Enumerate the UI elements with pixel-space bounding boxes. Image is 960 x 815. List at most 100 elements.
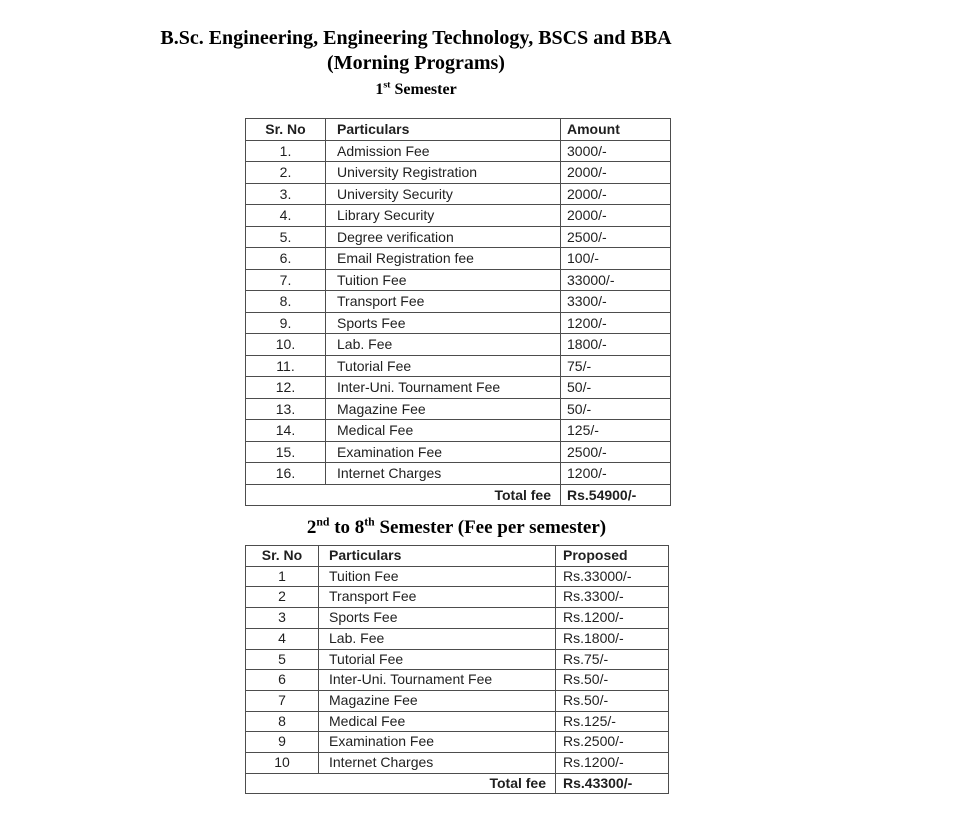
table-row: 11. Tutorial Fee 75/- [245,354,671,377]
semester-1-number: 1 [375,81,384,98]
program-subtitle: (Morning Programs) [327,52,505,74]
cell-amount: 2500/- [560,225,671,248]
cell-particulars: Tutorial Fee [325,354,561,377]
cell-amount: 2000/- [560,161,671,184]
column-header-particulars: Particulars [325,118,561,141]
later-semesters-table-body: 1 Tuition Fee Rs.33000/- 2 Transport Fee Rs.3… [245,565,669,774]
cell-sr-no: 5. [245,225,326,248]
table-row: 1. Admission Fee 3000/- [245,139,671,162]
cell-particulars: Lab. Fee [318,627,556,650]
cell-sr-no: 7 [245,689,319,712]
cell-particulars: Transport Fee [318,586,556,609]
cell-sr-no: 9 [245,731,319,754]
cell-amount: 2000/- [560,182,671,205]
cell-sr-no: 10. [245,333,326,356]
cell-amount: 33000/- [560,268,671,291]
heading2-part2: to 8 [329,517,365,538]
cell-sr-no: 4 [245,627,319,650]
cell-sr-no: 8 [245,710,319,733]
table-row: 4 Lab. Fee Rs.1800/- [245,627,669,650]
cell-particulars: Transport Fee [325,290,561,313]
cell-particulars: Magazine Fee [318,689,556,712]
cell-sr-no: 13. [245,397,326,420]
cell-particulars: Sports Fee [325,311,561,334]
table-row: 13. Magazine Fee 50/- [245,397,671,420]
cell-particulars: Internet Charges [325,462,561,485]
cell-amount: Rs.1800/- [555,627,669,650]
table-row: 3 Sports Fee Rs.1200/- [245,607,669,629]
cell-particulars: Medical Fee [318,710,556,733]
table-row: 9 Examination Fee Rs.2500/- [245,731,669,754]
cell-particulars: Admission Fee [325,139,561,162]
table-row: 14. Medical Fee 125/- [245,419,671,442]
cell-sr-no: 16. [245,462,326,485]
column-header-proposed: Proposed [555,545,669,567]
cell-particulars: Tuition Fee [318,565,556,588]
cell-sr-no: 5 [245,648,319,671]
cell-sr-no: 15. [245,440,326,463]
cell-particulars: Examination Fee [318,731,556,754]
cell-amount: 3300/- [560,290,671,313]
first-semester-table-body: 1. Admission Fee 3000/- 2. University Regist… [245,139,671,485]
table-row: 2. University Registration 2000/- [245,161,671,184]
cell-amount: 2000/- [560,204,671,227]
total-fee-label: Total fee [245,483,561,506]
cell-sr-no: 1 [245,565,319,588]
heading2-part1: 2 [306,517,317,538]
cell-amount: 1800/- [560,333,671,356]
semester-1-label: Semester [390,81,457,98]
heading2-ordinal-th: th [364,515,375,529]
semester-2-to-8-heading: 2nd to 8th Semester (Fee per semester) [245,516,668,539]
cell-particulars: Inter-Uni. Tournament Fee [325,376,561,399]
cell-particulars: Internet Charges [318,752,556,774]
table-row: 15. Examination Fee 2500/- [245,440,671,463]
cell-particulars: Examination Fee [325,440,561,463]
cell-sr-no: 11. [245,354,326,377]
cell-sr-no: 4. [245,204,326,227]
cell-amount: Rs.1200/- [555,607,669,629]
cell-particulars: Lab. Fee [325,333,561,356]
first-semester-fee-table: Sr. No Particulars Amount 1. Admission Fe… [245,118,671,506]
table-row: 6 Inter-Uni. Tournament Fee Rs.50/- [245,669,669,691]
cell-sr-no: 8. [245,290,326,313]
column-header-amount: Amount [560,118,671,141]
table-row: 9. Sports Fee 1200/- [245,311,671,334]
cell-amount: 50/- [560,376,671,399]
cell-particulars: University Security [325,182,561,205]
table-header-row: Sr. No Particulars Proposed [245,545,669,567]
cell-amount: Rs.2500/- [555,731,669,754]
cell-particulars: Medical Fee [325,419,561,442]
table-row: 4. Library Security 2000/- [245,204,671,227]
cell-sr-no: 6 [245,669,319,691]
table-row: 2 Transport Fee Rs.3300/- [245,586,669,609]
cell-particulars: Library Security [325,204,561,227]
cell-amount: Rs.33000/- [555,565,669,588]
heading2-ordinal-nd: nd [316,515,330,529]
cell-sr-no: 3. [245,182,326,205]
cell-sr-no: 14. [245,419,326,442]
cell-sr-no: 1. [245,139,326,162]
table-row: 7 Magazine Fee Rs.50/- [245,689,669,712]
cell-amount: 3000/- [560,139,671,162]
total-row: Total fee Rs.54900/- [245,483,671,506]
cell-amount: 1200/- [560,462,671,485]
cell-particulars: University Registration [325,161,561,184]
cell-sr-no: 3 [245,607,319,629]
program-title: B.Sc. Engineering, Engineering Technolog… [160,27,672,49]
cell-sr-no: 2 [245,586,319,609]
cell-amount: Rs.50/- [555,689,669,712]
cell-particulars: Degree verification [325,225,561,248]
cell-particulars: Tuition Fee [325,268,561,291]
column-header-particulars: Particulars [318,545,556,567]
table-row: 6. Email Registration fee 100/- [245,247,671,270]
table-row: 16. Internet Charges 1200/- [245,462,671,485]
table-row: 1 Tuition Fee Rs.33000/- [245,565,669,588]
cell-amount: Rs.125/- [555,710,669,733]
total-fee-label: Total fee [245,772,556,795]
cell-amount: 2500/- [560,440,671,463]
column-header-sr-no: Sr. No [245,545,319,567]
cell-amount: Rs.50/- [555,669,669,691]
table-row: 8 Medical Fee Rs.125/- [245,710,669,733]
table-row: 8. Transport Fee 3300/- [245,290,671,313]
document-header: B.Sc. Engineering, Engineering Technolog… [0,26,832,99]
